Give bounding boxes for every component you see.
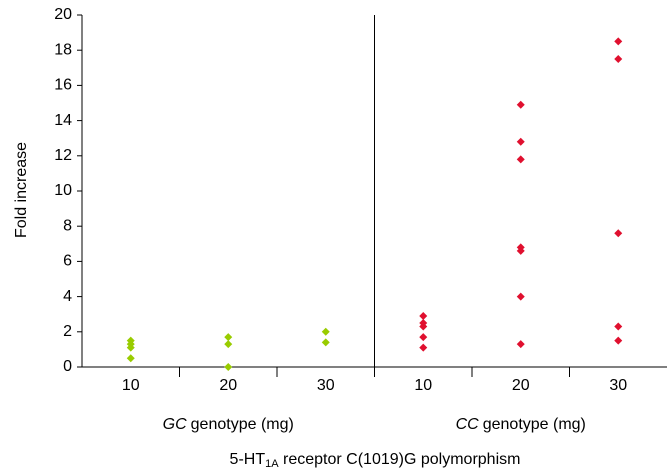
point <box>321 327 330 336</box>
x-tick-label: 10 <box>414 377 432 394</box>
x-tick-label: 30 <box>317 377 335 394</box>
point <box>516 292 525 301</box>
point <box>126 354 135 363</box>
point <box>614 229 623 238</box>
y-tick-label: 14 <box>54 112 72 129</box>
group-genotype: CC <box>456 416 480 433</box>
point <box>614 37 623 46</box>
y-tick-label: 18 <box>54 41 72 58</box>
x-tick-label: 20 <box>512 377 530 394</box>
point <box>516 155 525 164</box>
group-label-text: genotype (mg) <box>483 416 586 433</box>
point <box>224 363 233 371</box>
x-tick-label: 10 <box>122 377 140 394</box>
point <box>516 137 525 146</box>
group-genotype: GC <box>163 416 187 433</box>
point <box>224 333 233 342</box>
point <box>516 100 525 109</box>
group-label: GC genotype (mg) <box>163 416 294 433</box>
y-tick-label: 6 <box>63 253 72 270</box>
point <box>419 343 428 352</box>
x-tick-label: 20 <box>219 377 237 394</box>
point <box>126 343 135 352</box>
point <box>419 311 428 320</box>
point <box>614 336 623 345</box>
y-tick-label: 12 <box>54 147 72 164</box>
point <box>614 322 623 331</box>
y-tick-label: 16 <box>54 77 72 94</box>
x-axis-title: 5-HT1A receptor C(1019)G polymorphism <box>230 451 521 470</box>
point <box>224 340 233 349</box>
y-tick-label: 0 <box>63 358 72 375</box>
y-tick-label: 8 <box>63 217 72 234</box>
y-tick-label: 2 <box>63 323 72 340</box>
y-tick-label: 4 <box>63 288 72 305</box>
point <box>516 246 525 255</box>
group-label: CC genotype (mg) <box>456 416 586 433</box>
x-title-prefix: 5-HT <box>230 451 266 468</box>
group-label-text: genotype (mg) <box>191 416 294 433</box>
y-tick-label: 10 <box>54 182 72 199</box>
point <box>419 322 428 331</box>
y-axis-title: Fold increase <box>13 142 30 238</box>
point <box>614 55 623 63</box>
y-tick-label: 20 <box>54 6 72 23</box>
point <box>419 333 428 342</box>
point <box>321 338 330 347</box>
x-title-suffix: receptor C(1019)G polymorphism <box>279 451 521 468</box>
x-title-subscript: 1A <box>265 458 279 470</box>
x-tick-label: 30 <box>609 377 627 394</box>
point <box>516 340 525 349</box>
